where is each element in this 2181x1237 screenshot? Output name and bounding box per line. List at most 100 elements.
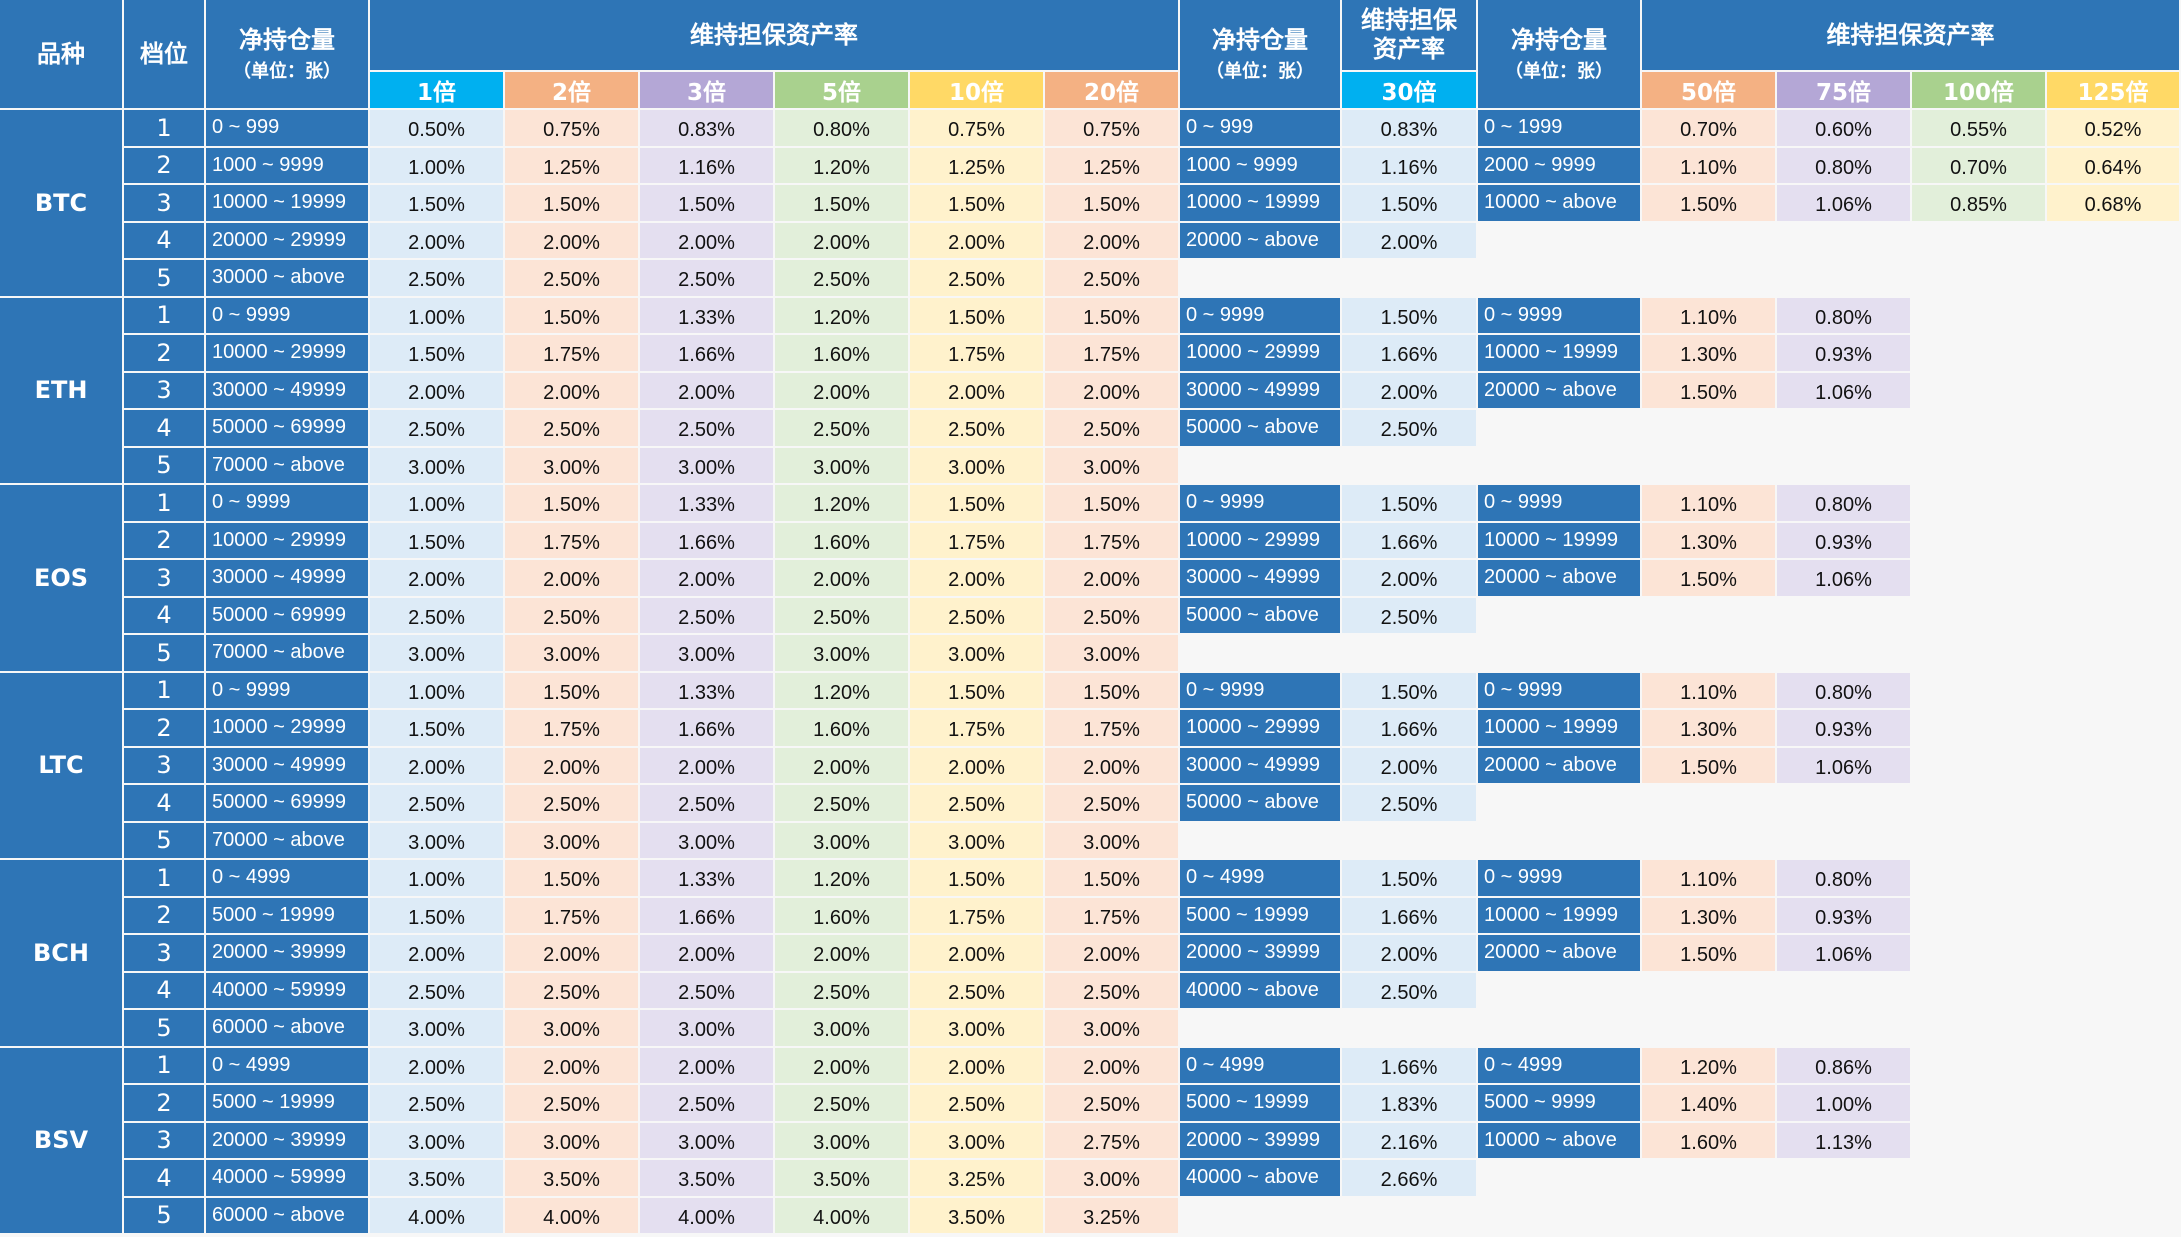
rate-cell: 3.00% [775,1122,910,1160]
rate-cell: 2.00% [910,1047,1045,1085]
rate-cell: 3.00% [910,635,1045,673]
position-range-cell: 40000 ~ 59999 [206,1160,370,1198]
rate-cell: 1.33% [640,672,775,710]
position-range-cell: 10000 ~ 19999 [1478,897,1642,935]
rate-cell: 2.50% [505,785,640,823]
rate-cell: 2.00% [505,935,640,973]
tier-cell: 4 [124,785,206,823]
rate-cell: 1.50% [1642,935,1777,973]
rate-cell: 2.50% [505,260,640,298]
header-position-unit: （单位：张） [1206,60,1314,82]
rate-cell: 2.50% [1342,972,1478,1010]
position-range-cell: 0 ~ 999 [206,110,370,148]
rate-cell: 1.66% [1342,335,1478,373]
header-margin-rate-30: 维持担保 资产率 [1342,0,1478,72]
tier-cell: 5 [124,1010,206,1048]
rate-cell: 2.50% [1342,785,1478,823]
rate-cell: 1.50% [370,522,505,560]
rate-cell: 1.30% [1642,710,1777,748]
tier-cell: 2 [124,897,206,935]
rate-cell: 1.50% [910,485,1045,523]
position-range-cell: 10000 ~ 29999 [1180,710,1342,748]
position-range-cell: 20000 ~ above [1180,222,1342,260]
position-range-cell: 10000 ~ 19999 [1478,335,1642,373]
rate-cell: 1.75% [505,710,640,748]
header-symbol-label: 品种 [37,39,85,68]
rate-cell: 2.50% [505,972,640,1010]
rate-cell: 1.50% [1342,297,1478,335]
symbol-cell: ETH [0,297,124,485]
tier-cell: 5 [124,822,206,860]
rate-cell: 0.75% [1045,110,1180,148]
rate-cell: 0.80% [1777,147,1912,185]
position-range-cell: 10000 ~ 19999 [1180,185,1342,223]
position-range-cell: 30000 ~ 49999 [206,747,370,785]
rate-cell: 3.00% [910,822,1045,860]
rate-cell: 3.00% [640,822,775,860]
rate-cell: 1.50% [1642,185,1777,223]
rate-cell: 3.50% [775,1160,910,1198]
rate-cell: 3.00% [775,635,910,673]
rate-cell: 0.93% [1777,897,1912,935]
header-margin-rate-1: 维持担保资产率 [370,0,1180,72]
position-range-cell: 0 ~ 9999 [1478,485,1642,523]
rate-cell: 2.50% [1045,597,1180,635]
tier-cell: 2 [124,710,206,748]
rate-cell: 2.50% [910,972,1045,1010]
header-position-1: 净持仓量 （单位：张） [206,0,370,110]
position-range-cell: 20000 ~ 29999 [206,222,370,260]
rate-cell: 2.50% [370,972,505,1010]
position-range-cell: 0 ~ 9999 [1180,297,1342,335]
position-range-cell: 30000 ~ 49999 [206,560,370,598]
rate-cell: 2.50% [775,1085,910,1123]
tier-cell: 1 [124,672,206,710]
position-range-cell: 5000 ~ 9999 [1478,1085,1642,1123]
header-position-unit: （单位：张） [233,60,341,82]
rate-cell: 1.50% [775,185,910,223]
position-range-cell: 1000 ~ 9999 [1180,147,1342,185]
position-range-cell: 20000 ~ 39999 [1180,1122,1342,1160]
position-range-cell: 30000 ~ above [206,260,370,298]
rate-cell: 1.75% [505,335,640,373]
rate-cell: 2.50% [775,260,910,298]
symbol-cell: LTC [0,672,124,860]
position-range-cell: 0 ~ 9999 [1180,485,1342,523]
rate-cell: 3.00% [1045,447,1180,485]
header-margin-rate-label: 维持担保资产率 [1826,20,1995,49]
rate-cell: 3.25% [910,1160,1045,1198]
rate-cell: 1.10% [1642,672,1777,710]
rate-cell: 3.00% [1045,1010,1180,1048]
rate-cell: 0.64% [2047,147,2181,185]
rate-cell: 0.50% [370,110,505,148]
rate-cell: 2.50% [1342,410,1478,448]
rate-cell: 1.50% [370,335,505,373]
rate-cell: 1.50% [1045,185,1180,223]
position-range-cell: 0 ~ 9999 [206,297,370,335]
rate-cell: 1.33% [640,860,775,898]
rate-cell: 1.50% [505,672,640,710]
rate-cell: 1.50% [370,185,505,223]
rate-cell: 1.33% [640,485,775,523]
leverage-header: 3倍 [640,72,775,110]
rate-cell: 1.50% [1045,297,1180,335]
rate-cell: 3.50% [505,1160,640,1198]
position-range-cell: 30000 ~ 49999 [206,372,370,410]
rate-cell: 1.25% [910,147,1045,185]
tier-cell: 3 [124,935,206,973]
rate-cell: 3.00% [370,822,505,860]
position-range-cell: 0 ~ 4999 [206,1047,370,1085]
header-tier-label: 档位 [140,39,188,68]
rate-cell: 3.00% [370,1010,505,1048]
rate-cell: 2.50% [640,785,775,823]
rate-cell: 3.00% [370,635,505,673]
rate-cell: 2.00% [1045,372,1180,410]
rate-cell: 1.00% [370,860,505,898]
header-position-title: 净持仓量 [1511,25,1607,54]
rate-cell: 3.00% [370,447,505,485]
rate-cell: 0.75% [505,110,640,148]
rate-cell: 3.00% [775,447,910,485]
symbol-cell: EOS [0,485,124,673]
leverage-header: 30倍 [1342,72,1478,110]
rate-cell: 0.86% [1777,1047,1912,1085]
leverage-header: 100倍 [1912,72,2047,110]
